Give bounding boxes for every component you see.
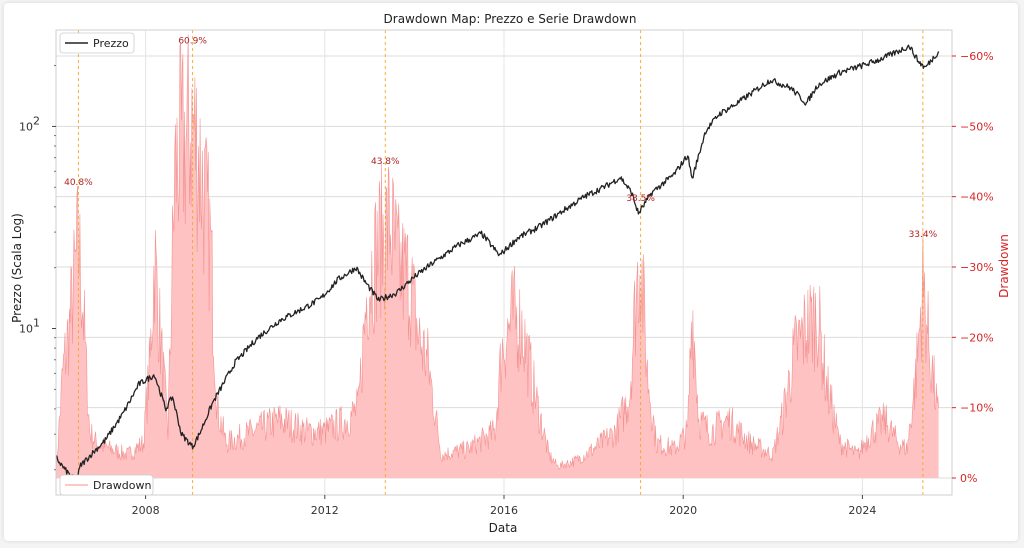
tick-label-left-exponent: 1 bbox=[33, 317, 40, 330]
legend-price: Prezzo bbox=[59, 32, 135, 54]
legend-drawdown: Drawdown bbox=[59, 474, 154, 496]
annotations-layer: 40.8% 60.9% 43.8% 38.5% 33.4% bbox=[64, 37, 938, 240]
y-axis-right-label: Drawdown bbox=[997, 234, 1011, 298]
tick-label-x: 2008 bbox=[132, 504, 160, 517]
tick-label-right: −30% bbox=[960, 261, 994, 274]
tick-label-right: −20% bbox=[960, 331, 994, 344]
tick-label-x: 2016 bbox=[490, 504, 518, 517]
tick-label-right: −50% bbox=[960, 120, 994, 133]
tick-label-left-exponent: 2 bbox=[33, 114, 40, 127]
legend-drawdown-box bbox=[59, 474, 154, 496]
price-line bbox=[55, 44, 940, 484]
drawdown-annotation: 43.8% bbox=[371, 157, 400, 167]
drawdown-layer bbox=[55, 34, 939, 478]
legend-price-box bbox=[59, 32, 135, 54]
x-axis-label: Data bbox=[489, 521, 518, 535]
legend-price-label: Prezzo bbox=[93, 37, 129, 50]
tick-label-x: 2020 bbox=[669, 504, 697, 517]
tick-label-right: 0% bbox=[960, 472, 977, 485]
drawdown-annotation: 60.9% bbox=[178, 37, 207, 47]
tick-label-left: 10 bbox=[19, 120, 33, 133]
price-layer bbox=[55, 44, 940, 484]
drawdown-line bbox=[55, 34, 939, 475]
tick-label-x: 2012 bbox=[311, 504, 339, 517]
legend-drawdown-label: Drawdown bbox=[93, 479, 151, 492]
tick-label-right: −60% bbox=[960, 50, 994, 63]
drawdown-annotation: 38.5% bbox=[626, 194, 655, 204]
tick-label-x: 2024 bbox=[848, 504, 876, 517]
drawdown-annotation: 40.8% bbox=[64, 178, 93, 188]
chart-title: Drawdown Map: Prezzo e Serie Drawdown bbox=[384, 12, 637, 26]
tick-label-right: −10% bbox=[960, 402, 994, 415]
tick-label-left: 10 bbox=[19, 323, 33, 336]
tick-label-right: −40% bbox=[960, 191, 994, 204]
drawdown-annotation: 33.4% bbox=[909, 230, 938, 240]
y-axis-left-label: Prezzo (Scala Log) bbox=[10, 213, 24, 323]
